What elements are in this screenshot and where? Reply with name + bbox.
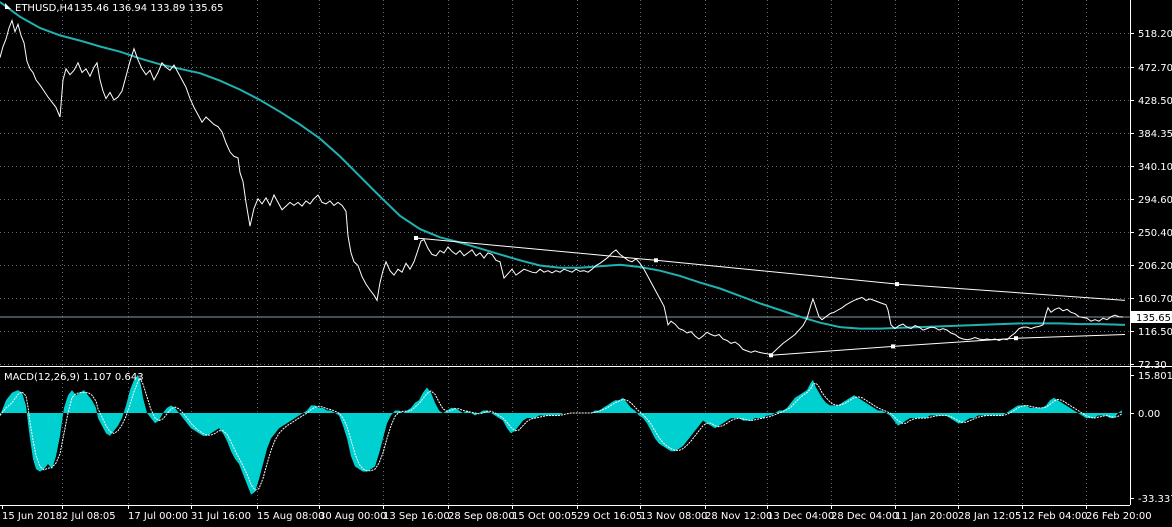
symbol-marker-icon <box>5 3 11 9</box>
price-tick-label: 160.70 <box>1138 294 1172 305</box>
time-tick-label: 26 Feb 20:00 <box>1086 511 1152 522</box>
time-tick-label: 28 Jan 12:05 <box>958 511 1021 522</box>
plot-frames <box>0 0 1172 506</box>
trendline-anchor <box>891 344 895 349</box>
trendline-anchor <box>654 258 658 263</box>
price-tick-label: 206.20 <box>1138 261 1172 272</box>
price-tick-label: 340.10 <box>1138 162 1172 173</box>
macd-tick-label: 0.00 <box>1138 409 1160 420</box>
price-tick-label: 472.70 <box>1138 63 1172 74</box>
time-tick-label: 28 Nov 12:00 <box>705 511 772 522</box>
grid <box>0 0 1130 505</box>
price-tick-label: 116.50 <box>1138 327 1172 338</box>
chart-header: ETHUSD,H4 135.46 136.94 133.89 135.65 MA… <box>4 3 224 383</box>
time-tick-label: 30 Aug 00:00 <box>319 511 386 522</box>
price-pane <box>0 1 1130 358</box>
trendline <box>415 237 1126 301</box>
time-tick-label: 17 Jul 00:00 <box>128 511 188 522</box>
macd-pane <box>0 374 1123 495</box>
time-tick-label: 12 Feb 04:00 <box>1022 511 1088 522</box>
time-tick-label: 13 Nov 08:00 <box>640 511 707 522</box>
time-tick-label: 31 Jul 16:00 <box>191 511 251 522</box>
macd-signal-line <box>0 377 1123 491</box>
time-tick-label: 15 Jun 2018 <box>2 511 62 522</box>
macd-histogram <box>0 374 1122 495</box>
moving-average-line <box>0 1 1126 330</box>
price-axis: 518.20 472.70 428.50 384.35 340.10 294.60 250.… <box>1130 29 1172 371</box>
ohlc-values: 135.46 136.94 133.89 135.65 <box>74 3 224 14</box>
price-tick-label: 518.20 <box>1138 29 1172 40</box>
time-tick-label: 29 Oct 16:05 <box>577 511 642 522</box>
time-tick-label: 15 Oct 00:05 <box>512 511 577 522</box>
price-line <box>0 18 1124 356</box>
trendline-anchor <box>414 236 418 240</box>
time-axis: 15 Jun 2018 2 Jul 08:05 17 Jul 00:00 31 Jul… <box>2 505 1152 522</box>
price-tick-label: 72.30 <box>1138 360 1167 371</box>
price-tick-label: 384.35 <box>1138 129 1172 140</box>
trendline-anchor <box>769 353 773 358</box>
macd-title: MACD(12,26,9) 1.107 0.643 <box>4 372 144 383</box>
macd-axis: 15.801 0.00 -33.337 <box>1130 371 1172 505</box>
time-tick-label: 15 Aug 08:00 <box>257 511 324 522</box>
symbol-label: ETHUSD,H4 <box>15 3 73 14</box>
trendlines <box>414 236 1126 358</box>
time-tick-label: 28 Sep 08:00 <box>448 511 515 522</box>
current-price-tag-bg <box>1131 311 1172 323</box>
trendline <box>770 334 1126 356</box>
time-tick-label: 13 Dec 04:00 <box>767 511 834 522</box>
macd-tick-label: -33.337 <box>1138 494 1172 505</box>
time-tick-label: 2 Jul 08:05 <box>62 511 116 522</box>
macd-tick-label: 15.801 <box>1138 371 1172 382</box>
price-tick-label: 250.40 <box>1138 228 1172 239</box>
price-tick-label: 428.50 <box>1138 96 1172 107</box>
trendline-anchor <box>895 282 899 287</box>
trendline-anchor <box>1014 336 1018 341</box>
time-tick-label: 13 Sep 16:00 <box>383 511 450 522</box>
price-tick-label: 294.60 <box>1138 195 1172 206</box>
current-price-tag: 135.65 <box>1131 311 1172 324</box>
time-tick-label: 28 Dec 04:00 <box>831 511 898 522</box>
time-tick-label: 11 Jan 20:00 <box>895 511 958 522</box>
current-price-tag-text: 135.65 <box>1136 313 1171 324</box>
